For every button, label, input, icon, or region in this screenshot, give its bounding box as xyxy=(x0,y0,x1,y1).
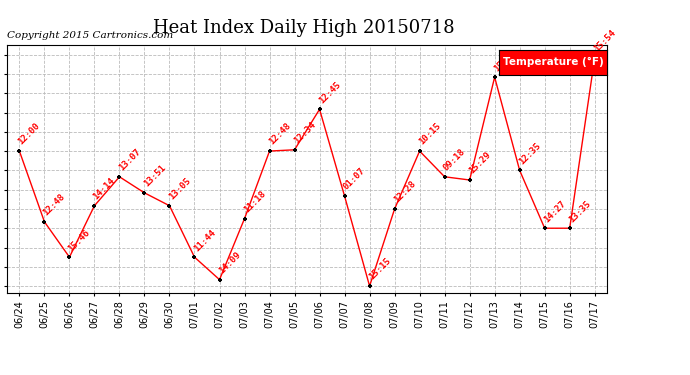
Point xyxy=(239,216,250,222)
Text: 01:07: 01:07 xyxy=(342,166,367,192)
Point xyxy=(314,106,325,112)
Text: 15:15: 15:15 xyxy=(367,256,392,282)
Text: 14:14: 14:14 xyxy=(92,176,117,201)
Point xyxy=(214,277,225,283)
Point xyxy=(439,174,450,180)
Text: 13:51: 13:51 xyxy=(141,164,167,189)
Point xyxy=(89,203,100,209)
Text: 10:15: 10:15 xyxy=(417,122,442,147)
Text: 15:53: 15:53 xyxy=(492,48,518,73)
Text: 12:35: 12:35 xyxy=(517,141,542,166)
Text: 09:18: 09:18 xyxy=(442,147,467,172)
Text: Copyright 2015 Cartronics.com: Copyright 2015 Cartronics.com xyxy=(7,31,173,40)
Point xyxy=(114,174,125,180)
Text: 13:35: 13:35 xyxy=(567,199,592,224)
Point xyxy=(14,148,25,154)
Text: 12:45: 12:45 xyxy=(317,80,342,105)
Point xyxy=(589,55,600,61)
Text: 12:00: 12:00 xyxy=(17,122,42,147)
Text: 13:07: 13:07 xyxy=(117,147,142,172)
Text: 13:05: 13:05 xyxy=(167,176,192,201)
Point xyxy=(139,190,150,196)
Point xyxy=(164,203,175,209)
Text: 15:29: 15:29 xyxy=(467,150,492,176)
Point xyxy=(464,177,475,183)
Text: 11:18: 11:18 xyxy=(241,189,267,214)
Text: Heat Index Daily High 20150718: Heat Index Daily High 20150718 xyxy=(152,19,455,37)
Point xyxy=(364,283,375,289)
Text: 11:44: 11:44 xyxy=(192,228,217,253)
Point xyxy=(39,219,50,225)
Point xyxy=(189,254,200,260)
Text: 12:48: 12:48 xyxy=(41,192,67,217)
Point xyxy=(64,254,75,260)
Text: 12:28: 12:28 xyxy=(392,179,417,205)
Point xyxy=(489,74,500,80)
Point xyxy=(289,147,300,153)
Text: 15:54: 15:54 xyxy=(592,28,618,54)
Point xyxy=(414,148,425,154)
Point xyxy=(564,225,575,231)
Text: 14:27: 14:27 xyxy=(542,199,567,224)
Text: 14:09: 14:09 xyxy=(217,250,242,276)
Point xyxy=(389,206,400,212)
Point xyxy=(264,148,275,154)
Text: 15:46: 15:46 xyxy=(67,228,92,253)
Text: 12:48: 12:48 xyxy=(267,122,292,147)
Text: 12:34: 12:34 xyxy=(292,120,317,146)
Point xyxy=(539,225,550,231)
Point xyxy=(339,193,350,199)
Point xyxy=(514,167,525,173)
